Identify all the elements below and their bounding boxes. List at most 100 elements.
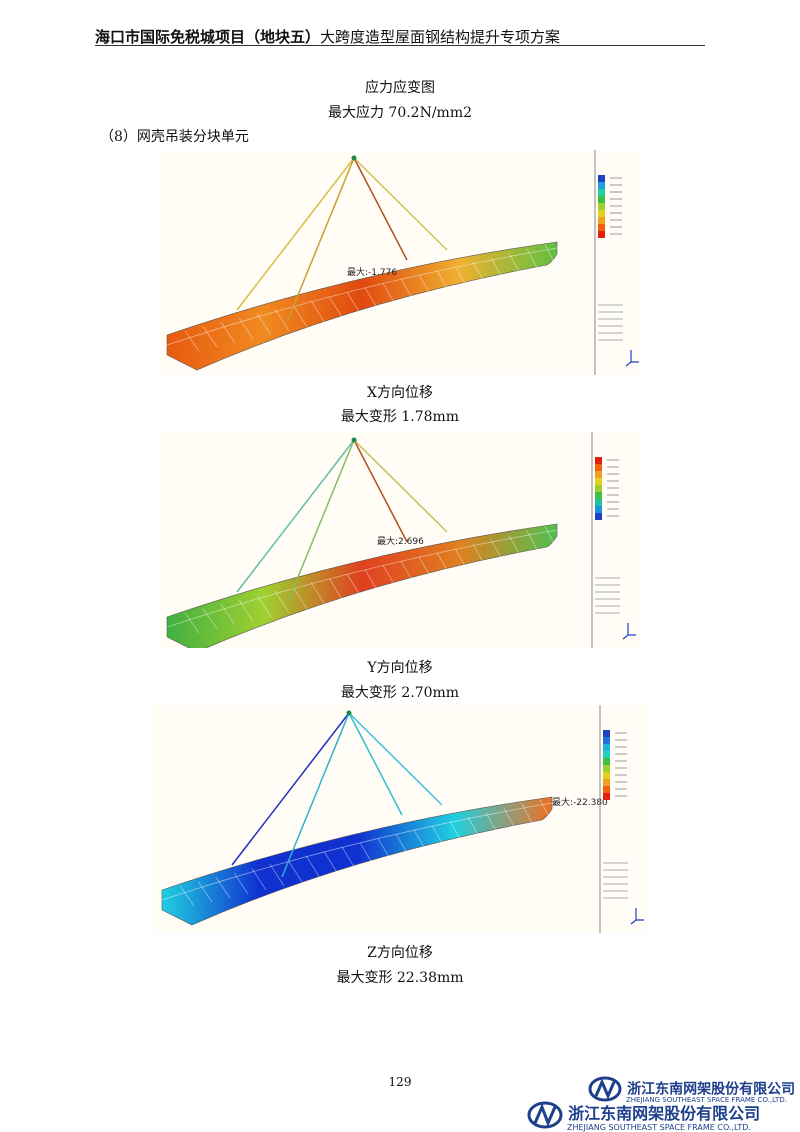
frame-line — [508, 535, 524, 562]
frame-line — [197, 881, 213, 903]
cable — [348, 712, 403, 816]
company-en: ZHEJIANG SOUTHEAST SPACE FRAME CO.,LTD. — [567, 1122, 751, 1132]
legend-swatch — [598, 196, 605, 203]
legend-swatch — [603, 772, 610, 779]
legend-swatch — [595, 506, 602, 513]
frame-line — [413, 829, 429, 855]
frame-line — [490, 539, 506, 566]
frame-line — [436, 552, 452, 578]
frame-line — [485, 812, 501, 839]
frame-line — [544, 244, 560, 272]
legend-swatch — [598, 224, 605, 231]
cable — [348, 712, 443, 806]
header-rest: 大跨度造型屋面钢结构提升专项方案 — [320, 28, 561, 46]
frame-line — [292, 586, 308, 610]
company-en: ZHEJIANG SOUTHEAST SPACE FRAME CO.,LTD. — [626, 1096, 787, 1104]
legend-swatch — [598, 189, 605, 196]
logo: 浙江东南网架股份有限公司 ZHEJIANG SOUTHEAST SPACE FR… — [588, 1076, 795, 1104]
frame-line — [377, 838, 393, 863]
frame-line — [328, 296, 344, 320]
frame-line — [526, 248, 542, 276]
frame-line — [418, 274, 434, 300]
frame-line — [346, 573, 362, 598]
frame-line — [544, 526, 560, 554]
stress: 最大应力 70.2N/mm2 — [327, 105, 473, 121]
legend-swatch — [603, 765, 610, 772]
cable — [231, 712, 350, 866]
logo-icon — [527, 1101, 563, 1128]
legend-swatch — [595, 471, 602, 478]
frame-line — [256, 313, 272, 336]
frame-line — [364, 287, 380, 312]
roof-block — [166, 241, 558, 371]
frame-line — [400, 278, 416, 304]
frame-line — [508, 253, 524, 280]
frame-line — [292, 304, 308, 328]
frame-line — [179, 885, 195, 907]
annotation: 最大:-22.380 — [552, 796, 608, 808]
result: 最大变形 1.78mm — [340, 409, 460, 425]
figure: 最大:-22.380 — [152, 705, 648, 933]
legend-swatch — [598, 217, 605, 224]
subheading: （8）网壳吊装分块单元 — [100, 129, 249, 145]
frame-line — [436, 270, 452, 296]
frame-line — [328, 578, 344, 602]
legend-swatch — [595, 485, 602, 492]
frame-line — [395, 833, 411, 859]
cable — [236, 439, 355, 593]
annotation: 最大:2.696 — [377, 535, 424, 547]
caption: Y方向位移 — [367, 660, 433, 676]
cable — [353, 439, 448, 533]
frame-line — [215, 876, 231, 899]
frame-line — [418, 556, 434, 582]
logo-icon — [588, 1076, 622, 1102]
roof-block — [161, 796, 553, 926]
legend-swatch — [595, 457, 602, 464]
frame-line — [202, 608, 218, 630]
lift-point — [351, 155, 357, 161]
legend-swatch — [603, 751, 610, 758]
legend-swatch — [603, 744, 610, 751]
frame-line — [166, 247, 558, 346]
frame-line — [184, 330, 200, 352]
frame-line — [359, 842, 375, 867]
frame-line — [256, 595, 272, 618]
header: 海口市国际免税城项目（地块五）大跨度造型屋面钢结构提升专项方案 — [95, 26, 560, 47]
frame-line — [521, 803, 537, 831]
company: 浙江东南网架股份有限公司 — [568, 1104, 761, 1123]
figure: 最大:-1.776 — [157, 150, 643, 375]
header-bold: 海口市国际免税城项目（地块五） — [95, 28, 321, 46]
result: 最大变形 2.70mm — [340, 685, 460, 701]
frame-line — [490, 257, 506, 284]
legend-swatch — [595, 513, 602, 520]
legend-swatch — [603, 786, 610, 793]
legend-swatch — [603, 793, 610, 800]
page-number: 129 — [388, 1075, 412, 1089]
legend-swatch — [598, 175, 605, 182]
legend-swatch — [603, 730, 610, 737]
legend-swatch — [595, 492, 602, 499]
legend-swatch — [598, 203, 605, 210]
result: 最大变形 22.38mm — [336, 970, 464, 986]
legend-swatch — [598, 210, 605, 217]
caption: Z方向位移 — [367, 945, 433, 961]
legend-swatch — [603, 779, 610, 786]
frame-line — [472, 261, 488, 288]
frame-line — [467, 816, 483, 843]
frame-line — [310, 300, 326, 324]
cable — [286, 439, 355, 605]
legend-swatch — [595, 464, 602, 471]
frame-line — [274, 308, 290, 332]
frame-line — [454, 266, 470, 292]
cable — [281, 712, 350, 878]
lift-point — [351, 437, 357, 443]
frame-line — [526, 530, 542, 558]
frame-line — [310, 582, 326, 606]
legend-swatch — [603, 737, 610, 744]
frame-line — [449, 821, 465, 847]
legend-swatch — [595, 499, 602, 506]
lift-point — [346, 710, 352, 716]
legend-swatch — [598, 182, 605, 189]
cable — [236, 157, 355, 311]
